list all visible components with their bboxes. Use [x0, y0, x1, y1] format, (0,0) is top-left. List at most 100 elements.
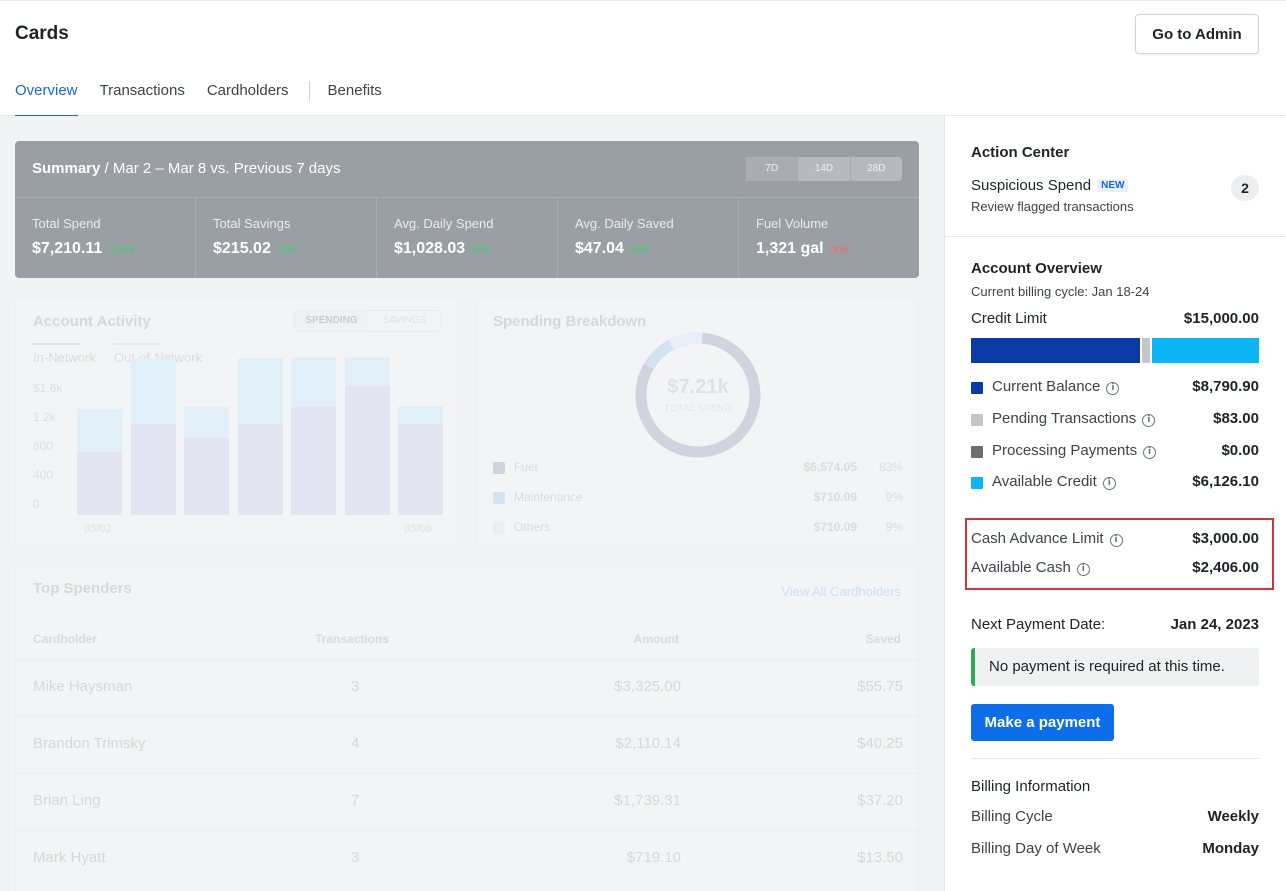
spend-amount: $719.10: [626, 849, 681, 866]
stat-value: $7,210.11 ↑15%: [32, 240, 195, 258]
tab-benefits[interactable]: Benefits: [327, 82, 382, 99]
stat-change-value: 8%: [833, 244, 850, 256]
saved-amount: $13.50: [857, 849, 903, 866]
stat-change-up: ↑1%: [274, 244, 297, 256]
available-cash-value: $2,406.00: [1192, 559, 1259, 576]
billing-day-row: Billing Day of Week Monday: [971, 840, 1259, 860]
available-credit-row: Available Credit i $6,126.10: [971, 473, 1259, 493]
spending-donut-chart: [635, 332, 761, 458]
table-row[interactable]: Mark Hyatt 3 $719.10 $13.50: [16, 830, 920, 887]
pending-transactions-label: Pending Transactions i: [992, 410, 1156, 427]
info-icon[interactable]: i: [1109, 534, 1123, 547]
next-payment-row: Next Payment Date: Jan 24, 2023: [971, 616, 1259, 636]
breakdown-pct: 9%: [885, 520, 903, 534]
tab-transactions[interactable]: Transactions: [99, 82, 185, 99]
savings-toggle-button[interactable]: SAVINGS: [382, 315, 427, 326]
stat-change-up: ↑15%: [106, 244, 134, 256]
activity-bar-in-network: [77, 451, 122, 515]
available-credit-swatch: [971, 477, 983, 489]
info-icon[interactable]: i: [1142, 414, 1156, 427]
go-to-admin-button[interactable]: Go to Admin: [1135, 14, 1259, 54]
stat-change-down: ↓8%: [827, 244, 850, 256]
credit-limit-label: Credit Limit: [971, 310, 1047, 327]
info-icon[interactable]: i: [1143, 446, 1157, 459]
label-text: Cash Advance Limit: [971, 530, 1104, 547]
cardholder-name: Brian Ling: [33, 792, 101, 809]
view-all-cardholders-link[interactable]: View All Cardholders: [781, 584, 901, 599]
activity-bar-out-of-network: [291, 357, 336, 515]
billing-cycle-label: Billing Cycle: [971, 808, 1053, 825]
info-icon[interactable]: i: [1102, 477, 1116, 490]
credit-limit-value: $15,000.00: [1183, 310, 1259, 327]
range-28d-button[interactable]: 28D: [867, 163, 886, 174]
info-icon[interactable]: i: [1076, 563, 1090, 576]
breakdown-row-fuel: Fuel $6,574.05 83%: [493, 459, 903, 477]
activity-bar-out-of-network: [77, 409, 122, 515]
spend-amount: $2,110.14: [615, 735, 681, 752]
current-balance-row: Current Balance i $8,790.90: [971, 378, 1259, 398]
action-center-title: Action Center: [971, 144, 1070, 161]
transaction-count: 3: [351, 849, 360, 866]
summary-title: Summary / Mar 2 – Mar 8 vs. Previous 7 d…: [32, 160, 340, 177]
payment-notice: No payment is required at this time.: [971, 648, 1259, 686]
label-text: Available Cash: [971, 559, 1071, 576]
fuel-swatch: [493, 462, 505, 474]
available-cash-label: Available Cash i: [971, 559, 1090, 576]
new-badge: NEW: [1097, 179, 1129, 192]
activity-bar-in-network: [184, 437, 229, 515]
stat-avg-daily-saved: Avg. Daily Saved $47.04 ↑4%: [558, 198, 739, 278]
stat-value: $47.04 ↑4%: [575, 240, 738, 258]
label-text: Pending Transactions: [992, 410, 1137, 427]
col-header-saved: Saved: [865, 632, 901, 646]
table-row[interactable]: Brian Ling 7 $1,739.31 $37.20: [16, 773, 920, 830]
y-tick: $1.6k: [33, 381, 63, 395]
make-payment-button[interactable]: Make a payment: [971, 704, 1114, 741]
saved-amount: $40.25: [857, 735, 903, 752]
cardholder-name: Brandon Trimsky: [33, 735, 146, 752]
activity-bar-out-of-network: [130, 358, 176, 515]
overview-main: Summary / Mar 2 – Mar 8 vs. Previous 7 d…: [0, 116, 944, 891]
spend-amount: $1,739.31: [614, 792, 681, 809]
table-row[interactable]: Brandon Trimsky 4 $2,110.14 $40.25: [16, 716, 920, 773]
y-tick: 400: [33, 468, 54, 482]
spending-breakdown-title: Spending Breakdown: [493, 313, 647, 330]
stat-change-value: 15%: [111, 244, 134, 256]
activity-bar: [184, 407, 229, 515]
tab-cardholders[interactable]: Cardholders: [206, 82, 289, 99]
credit-usage-bar: [971, 338, 1259, 363]
page-header: Cards Go to Admin Overview Transactions …: [0, 0, 1286, 117]
cash-advance-highlight: [965, 518, 1274, 590]
summary-stats: Total Spend $7,210.11 ↑15% Total Savings …: [15, 197, 919, 278]
stat-number: $47.04: [575, 240, 624, 257]
transaction-count: 3: [351, 678, 360, 695]
donut-total-label: TOTAL SPEND: [664, 403, 732, 413]
col-header-cardholder: Cardholder: [33, 632, 98, 646]
summary-title-bold: Summary: [32, 160, 101, 177]
account-overview-title: Account Overview: [971, 260, 1102, 277]
suspicious-spend-title: Suspicious Spend: [971, 177, 1092, 194]
billing-info-title: Billing Information: [971, 778, 1091, 795]
legend-out-of-network: Out-of-Network: [113, 343, 202, 365]
spending-breakdown-panel: Spending Breakdown $7.21k TOTAL SPEND Fu…: [475, 296, 919, 546]
credit-bar-pending: [1139, 338, 1152, 363]
table-row[interactable]: Mike Haysman 3 $3,325.00 $55.75: [16, 659, 920, 716]
activity-bar-out-of-network: [184, 407, 229, 515]
cash-advance-label: Cash Advance Limit i: [971, 530, 1123, 547]
billing-day-label: Billing Day of Week: [971, 840, 1101, 857]
cardholder-name: Mark Hyatt: [33, 849, 106, 866]
tab-divider: [308, 81, 310, 101]
suspicious-spend-item[interactable]: Suspicious Spend NEW: [971, 177, 1129, 194]
range-14d-button[interactable]: 14D: [798, 157, 851, 181]
stat-fuel-volume: Fuel Volume 1,321 gal ↓8%: [739, 198, 919, 278]
stat-total-spend: Total Spend $7,210.11 ↑15%: [15, 198, 196, 278]
range-7d-button[interactable]: 7D: [746, 157, 799, 181]
col-header-transactions: Transactions: [315, 632, 390, 646]
info-icon[interactable]: i: [1106, 382, 1120, 395]
breakdown-amount: $710.09: [813, 520, 857, 534]
spending-toggle-button[interactable]: SPENDING: [295, 311, 368, 331]
breakdown-row-others: Others $710.09 9%: [493, 519, 903, 537]
tab-overview[interactable]: Overview: [15, 82, 78, 117]
others-swatch: [493, 522, 505, 534]
activity-bar-in-network: [398, 424, 443, 515]
stat-total-savings: Total Savings $215.02 ↑1%: [196, 198, 377, 278]
